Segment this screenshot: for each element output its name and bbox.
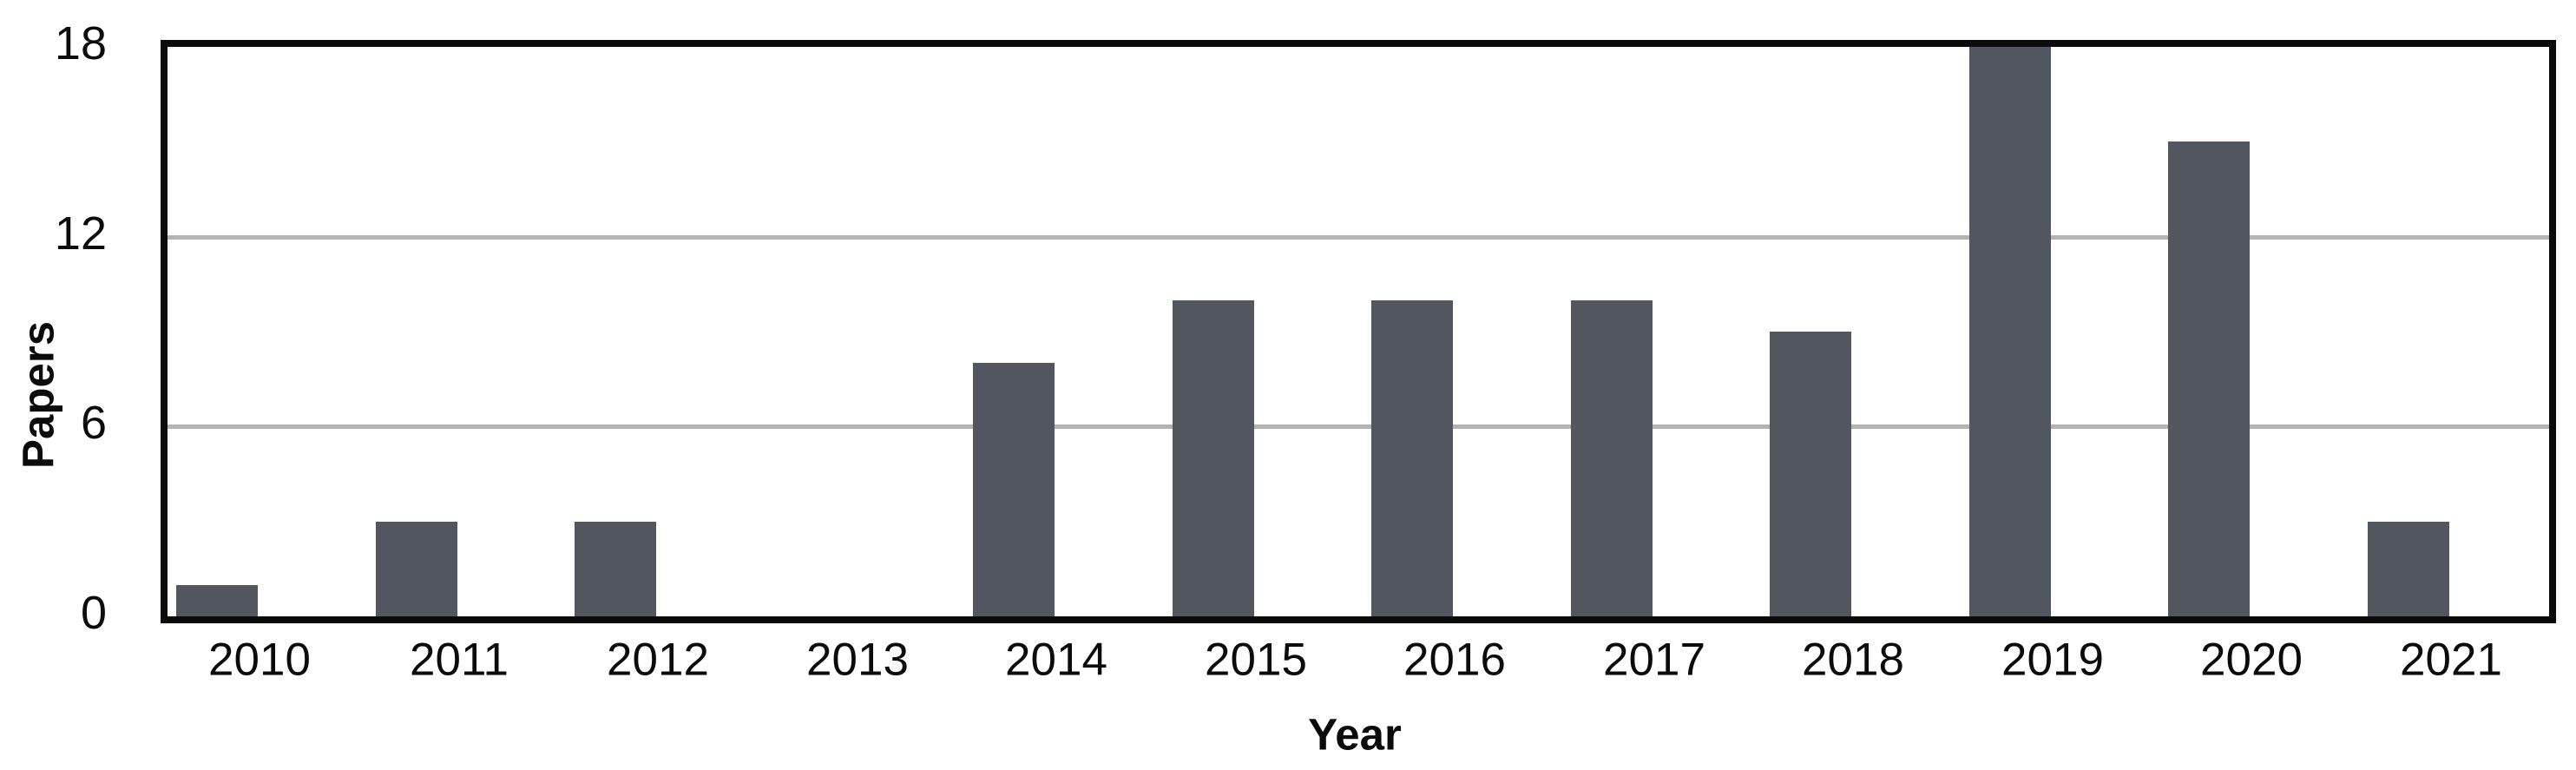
bar-2014 (973, 363, 1055, 616)
gridline-y6 (168, 424, 2549, 430)
bar-2012 (575, 522, 656, 616)
x-tick-label-2017: 2017 (1603, 634, 1705, 686)
gridline-y12 (168, 234, 2549, 240)
x-tick-label-2018: 2018 (1802, 634, 1904, 686)
y-tick-label-6: 6 (80, 397, 107, 449)
bar-2016 (1371, 300, 1453, 616)
x-tick-label-2010: 2010 (208, 634, 311, 686)
x-tick-label-2016: 2016 (1403, 634, 1506, 686)
x-tick-label-2014: 2014 (1005, 634, 1107, 686)
y-tick-label-12: 12 (54, 207, 107, 260)
bar-2020 (2168, 141, 2250, 616)
x-tick-label-2011: 2011 (410, 634, 509, 686)
x-axis-title: Year (1308, 709, 1402, 760)
x-tick-label-2019: 2019 (2001, 634, 2104, 686)
x-tick-label-2021: 2021 (2400, 634, 2502, 686)
y-axis-title: Papers (13, 320, 63, 470)
y-tick-label-0: 0 (80, 587, 107, 639)
x-tick-label-2013: 2013 (806, 634, 909, 686)
x-tick-label-2020: 2020 (2200, 634, 2303, 686)
x-tick-label-2012: 2012 (607, 634, 709, 686)
bar-2018 (1770, 332, 1851, 616)
bar-2019 (1968, 47, 2051, 616)
bar-2017 (1570, 300, 1653, 616)
bar-2011 (375, 522, 457, 616)
bar-2010 (176, 585, 258, 616)
plot-area (161, 40, 2556, 623)
y-tick-label-18: 18 (54, 17, 107, 69)
bar-2021 (2367, 522, 2449, 616)
x-tick-label-2015: 2015 (1205, 634, 1307, 686)
bar-2015 (1172, 300, 1254, 616)
